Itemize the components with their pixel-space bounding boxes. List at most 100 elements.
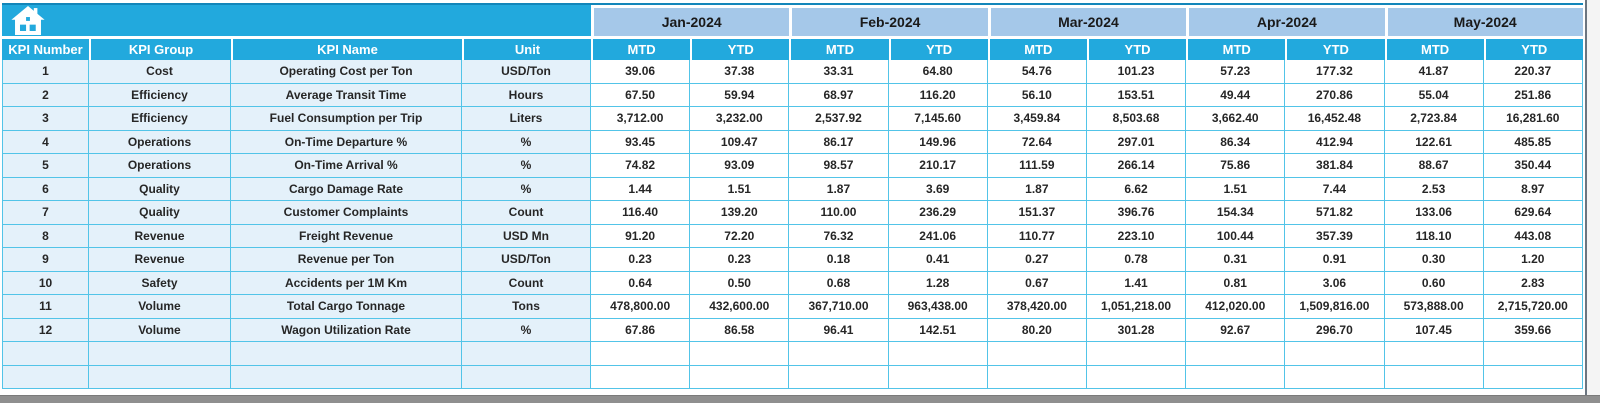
kpi-value-mar-2024-mtd: 56.10 xyxy=(987,83,1087,107)
kpi-unit-cell: % xyxy=(462,130,591,154)
kpi-value-feb-2024-ytd: 0.41 xyxy=(888,248,988,272)
empty-value-cell xyxy=(1483,342,1583,366)
kpi-value-apr-2024-ytd: 16,452.48 xyxy=(1285,107,1385,131)
empty-value-cell xyxy=(987,342,1087,366)
kpi-name-cell: Average Transit Time xyxy=(231,83,462,107)
kpi-unit-cell: Count xyxy=(462,201,591,225)
kpi-value-apr-2024-mtd: 0.81 xyxy=(1186,271,1286,295)
kpi-value-jan-2024-mtd: 0.23 xyxy=(591,248,691,272)
home-icon[interactable] xyxy=(11,6,45,35)
kpi-value-mar-2024-ytd: 396.76 xyxy=(1086,201,1187,225)
kpi-value-mar-2024-ytd: 223.10 xyxy=(1086,224,1187,248)
kpi-name-cell: Total Cargo Tonnage xyxy=(231,295,462,319)
empty-value-cell xyxy=(1086,342,1187,366)
empty-value-cell xyxy=(888,342,988,366)
kpi-value-mar-2024-mtd: 3,459.84 xyxy=(987,107,1087,131)
kpi-value-feb-2024-ytd: 1.28 xyxy=(888,271,988,295)
kpi-value-jan-2024-ytd: 0.50 xyxy=(690,271,790,295)
empty-value-cell xyxy=(1186,342,1286,366)
kpi-value-mar-2024-mtd: 0.67 xyxy=(987,271,1087,295)
kpi-number-cell: 6 xyxy=(2,177,89,201)
kpi-value-jan-2024-ytd: 3,232.00 xyxy=(690,107,790,131)
subcol-header-jan-2024-mtd: MTD xyxy=(591,39,691,60)
kpi-value-may-2024-ytd: 16,281.60 xyxy=(1483,107,1583,131)
col-header-kpi-number: KPI Number xyxy=(2,39,89,60)
month-header-feb-2024: Feb-2024 xyxy=(789,8,988,39)
kpi-value-may-2024-ytd: 485.85 xyxy=(1483,130,1583,154)
kpi-table: Jan-2024 Feb-2024 Mar-2024 Apr-2024 May-2024… xyxy=(2,3,1583,389)
kpi-value-feb-2024-ytd: 241.06 xyxy=(888,224,988,248)
kpi-value-feb-2024-ytd: 963,438.00 xyxy=(888,295,988,319)
empty-value-cell xyxy=(690,342,790,366)
kpi-value-feb-2024-ytd: 142.51 xyxy=(888,318,988,342)
kpi-unit-cell: USD/Ton xyxy=(462,60,591,84)
kpi-value-feb-2024-ytd: 116.20 xyxy=(888,83,988,107)
kpi-value-feb-2024-mtd: 2,537.92 xyxy=(789,107,889,131)
kpi-value-may-2024-mtd: 107.45 xyxy=(1384,318,1484,342)
subcol-header-mar-2024-mtd: MTD xyxy=(987,39,1087,60)
empty-value-cell xyxy=(690,365,790,389)
empty-left-cell xyxy=(462,365,591,389)
kpi-name-cell: Accidents per 1M Km xyxy=(231,271,462,295)
kpi-value-mar-2024-ytd: 6.62 xyxy=(1086,177,1187,201)
kpi-value-feb-2024-mtd: 68.97 xyxy=(789,83,889,107)
kpi-value-mar-2024-mtd: 151.37 xyxy=(987,201,1087,225)
kpi-value-jan-2024-ytd: 0.23 xyxy=(690,248,790,272)
subcol-header-may-2024-mtd: MTD xyxy=(1384,39,1484,60)
empty-value-cell xyxy=(591,342,691,366)
kpi-value-may-2024-ytd: 359.66 xyxy=(1483,318,1583,342)
kpi-value-may-2024-ytd: 220.37 xyxy=(1483,60,1583,84)
kpi-value-mar-2024-ytd: 1,051,218.00 xyxy=(1086,295,1187,319)
month-header-mar-2024: Mar-2024 xyxy=(987,8,1187,39)
kpi-value-apr-2024-ytd: 7.44 xyxy=(1285,177,1385,201)
kpi-name-cell: Operating Cost per Ton xyxy=(231,60,462,84)
kpi-value-jan-2024-mtd: 91.20 xyxy=(591,224,691,248)
kpi-name-cell: On-Time Arrival % xyxy=(231,154,462,178)
kpi-value-apr-2024-ytd: 357.39 xyxy=(1285,224,1385,248)
kpi-value-jan-2024-mtd: 0.64 xyxy=(591,271,691,295)
empty-value-cell xyxy=(591,365,691,389)
kpi-value-jan-2024-ytd: 37.38 xyxy=(690,60,790,84)
kpi-value-apr-2024-mtd: 412,020.00 xyxy=(1186,295,1286,319)
window-right-border xyxy=(1585,0,1587,395)
kpi-name-cell: Wagon Utilization Rate xyxy=(231,318,462,342)
empty-value-cell xyxy=(1086,365,1187,389)
kpi-value-feb-2024-mtd: 33.31 xyxy=(789,60,889,84)
kpi-value-mar-2024-ytd: 1.41 xyxy=(1086,271,1187,295)
kpi-value-jan-2024-mtd: 67.86 xyxy=(591,318,691,342)
kpi-value-apr-2024-ytd: 0.91 xyxy=(1285,248,1385,272)
kpi-value-mar-2024-mtd: 54.76 xyxy=(987,60,1087,84)
kpi-value-may-2024-mtd: 2,723.84 xyxy=(1384,107,1484,131)
kpi-value-jan-2024-mtd: 478,800.00 xyxy=(591,295,691,319)
empty-value-cell xyxy=(1285,342,1385,366)
kpi-value-apr-2024-ytd: 412.94 xyxy=(1285,130,1385,154)
kpi-value-may-2024-ytd: 8.97 xyxy=(1483,177,1583,201)
kpi-value-apr-2024-mtd: 1.51 xyxy=(1186,177,1286,201)
empty-left-cell xyxy=(2,365,89,389)
kpi-value-jan-2024-ytd: 109.47 xyxy=(690,130,790,154)
kpi-value-may-2024-mtd: 133.06 xyxy=(1384,201,1484,225)
kpi-group-cell: Efficiency xyxy=(89,83,231,107)
kpi-number-cell: 11 xyxy=(2,295,89,319)
kpi-value-apr-2024-ytd: 3.06 xyxy=(1285,271,1385,295)
kpi-value-may-2024-ytd: 251.86 xyxy=(1483,83,1583,107)
kpi-group-cell: Operations xyxy=(89,130,231,154)
kpi-value-may-2024-mtd: 0.30 xyxy=(1384,248,1484,272)
kpi-unit-cell: % xyxy=(462,318,591,342)
empty-left-cell xyxy=(231,342,462,366)
kpi-unit-cell: Tons xyxy=(462,295,591,319)
kpi-value-apr-2024-mtd: 100.44 xyxy=(1186,224,1286,248)
kpi-value-feb-2024-mtd: 0.68 xyxy=(789,271,889,295)
kpi-value-mar-2024-mtd: 110.77 xyxy=(987,224,1087,248)
kpi-number-cell: 1 xyxy=(2,60,89,84)
kpi-group-cell: Safety xyxy=(89,271,231,295)
kpi-value-feb-2024-mtd: 110.00 xyxy=(789,201,889,225)
empty-value-cell xyxy=(1483,365,1583,389)
empty-value-cell xyxy=(1285,365,1385,389)
kpi-value-mar-2024-mtd: 1.87 xyxy=(987,177,1087,201)
kpi-name-cell: Customer Complaints xyxy=(231,201,462,225)
kpi-group-cell: Quality xyxy=(89,177,231,201)
kpi-number-cell: 2 xyxy=(2,83,89,107)
kpi-value-jan-2024-ytd: 86.58 xyxy=(690,318,790,342)
kpi-value-may-2024-mtd: 41.87 xyxy=(1384,60,1484,84)
